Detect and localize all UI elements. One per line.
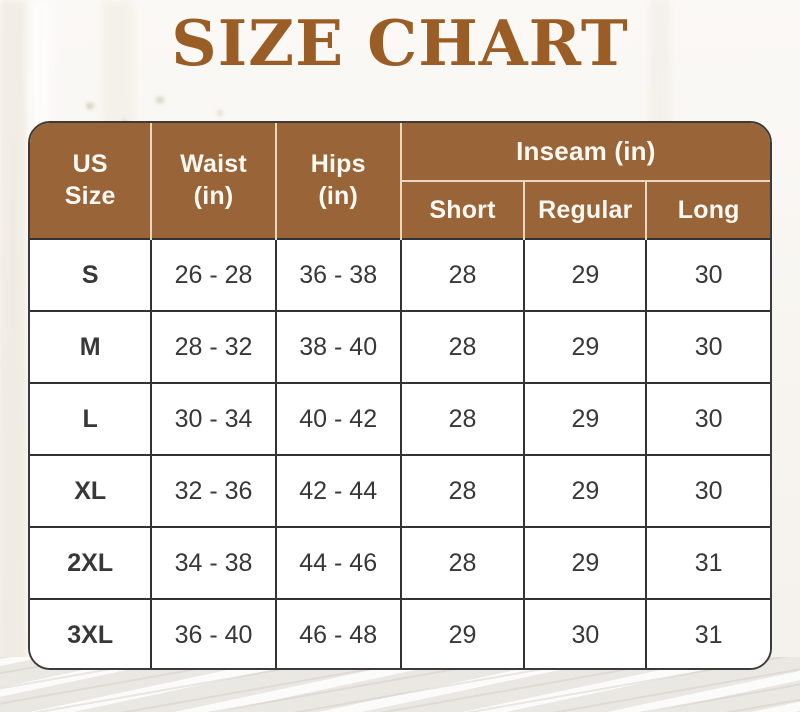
header-hips: Hips (in) [275, 123, 402, 239]
hips-cell: 36 - 38 [274, 238, 401, 311]
table-row: 2XL 34 - 38 44 - 46 28 29 31 [30, 526, 770, 599]
size-cell: L [30, 382, 152, 455]
header-inseam-long: Long [646, 180, 770, 239]
table-row: XL 32 - 36 42 - 44 28 29 30 [30, 454, 770, 527]
waist-cell: 32 - 36 [150, 454, 276, 527]
table-row: M 28 - 32 38 - 40 28 29 30 [30, 310, 770, 383]
size-cell: XL [30, 454, 152, 527]
size-cell: 2XL [30, 526, 152, 599]
size-cell: 3XL [30, 598, 152, 668]
header-hips-line1: Hips [310, 150, 366, 179]
waist-cell: 28 - 32 [150, 310, 276, 383]
table-body: S 26 - 28 36 - 38 28 29 30 M 28 - 32 38 … [30, 238, 770, 668]
size-cell: S [30, 238, 152, 311]
header-inseam-regular: Regular [524, 180, 648, 239]
size-chart-grid: US Size Waist (in) Hips (in) Inseam (in)… [30, 123, 770, 668]
header-inseam-group: Inseam (in) [400, 123, 770, 181]
header-row-top: US Size Waist (in) Hips (in) Inseam (in) [30, 123, 770, 239]
table-row: L 30 - 34 40 - 42 28 29 30 [30, 382, 770, 455]
inseam-regular-cell: 29 [523, 526, 647, 599]
header-hips-line2: (in) [318, 181, 359, 210]
inseam-long-cell: 30 [645, 238, 770, 311]
header-inseam-short: Short [400, 180, 526, 239]
background-window-band [0, 0, 26, 712]
hips-cell: 44 - 46 [274, 526, 401, 599]
hips-cell: 40 - 42 [274, 382, 401, 455]
hips-cell: 38 - 40 [274, 310, 401, 383]
inseam-long-cell: 30 [645, 382, 770, 455]
waist-cell: 26 - 28 [150, 238, 276, 311]
header-waist: Waist (in) [151, 123, 277, 239]
table-row: 3XL 36 - 40 46 - 48 29 30 31 [30, 598, 770, 668]
size-chart-table: US Size Waist (in) Hips (in) Inseam (in)… [28, 121, 772, 670]
inseam-short-cell: 28 [399, 238, 525, 311]
size-cell: M [30, 310, 152, 383]
inseam-long-cell: 31 [645, 598, 770, 668]
waist-cell: 34 - 38 [150, 526, 276, 599]
header-waist-line1: Waist [180, 150, 247, 179]
inseam-long-cell: 30 [645, 454, 770, 527]
inseam-short-cell: 29 [399, 598, 525, 668]
inseam-short-cell: 28 [399, 526, 525, 599]
table-header: US Size Waist (in) Hips (in) Inseam (in)… [30, 123, 770, 239]
header-us-size: US Size [30, 123, 153, 239]
header-us-size-line2: Size [64, 181, 116, 210]
inseam-regular-cell: 29 [523, 310, 647, 383]
inseam-regular-cell: 30 [523, 598, 647, 668]
header-row-sub: Short Regular Long [30, 180, 770, 239]
hips-cell: 46 - 48 [274, 598, 401, 668]
hips-cell: 42 - 44 [274, 454, 401, 527]
table-row: S 26 - 28 36 - 38 28 29 30 [30, 238, 770, 311]
inseam-short-cell: 28 [399, 454, 525, 527]
header-us-size-line1: US [72, 150, 108, 179]
inseam-regular-cell: 29 [523, 382, 647, 455]
waist-cell: 30 - 34 [150, 382, 276, 455]
inseam-long-cell: 30 [645, 310, 770, 383]
inseam-short-cell: 28 [399, 382, 525, 455]
inseam-short-cell: 28 [399, 310, 525, 383]
inseam-regular-cell: 29 [523, 238, 647, 311]
page-title: SIZE CHART [171, 6, 629, 80]
header-waist-line2: (in) [193, 181, 234, 210]
waist-cell: 36 - 40 [150, 598, 276, 668]
inseam-long-cell: 31 [645, 526, 770, 599]
inseam-regular-cell: 29 [523, 454, 647, 527]
